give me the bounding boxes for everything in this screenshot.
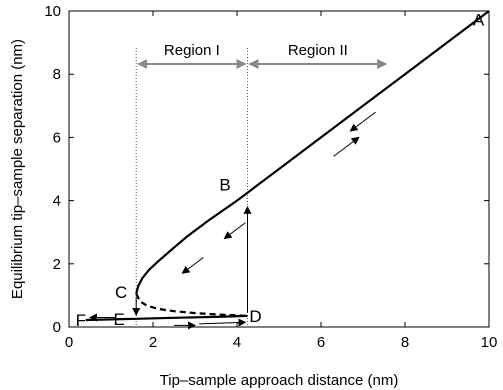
direction-arrow: [349, 111, 376, 132]
direction-arrow: [333, 136, 360, 157]
plot-frame: [68, 10, 490, 328]
y-axis-label: Equilibrium tip–sample separation (nm): [9, 39, 26, 299]
series-line-dashed: [135, 293, 248, 317]
y-tick-label: 6: [53, 129, 61, 146]
direction-arrow: [181, 257, 204, 274]
region-label: Region I: [164, 42, 220, 59]
y-tick-label: 0: [53, 319, 61, 336]
x-axis-ticks: 0 2 4 6 8 10: [65, 11, 498, 351]
region-label: Region II: [288, 42, 348, 59]
y-tick-label: 2: [53, 256, 61, 273]
point-label-F: F: [76, 311, 86, 330]
y-tick-label: 10: [44, 3, 61, 20]
x-tick-label: 10: [481, 334, 498, 351]
series-line-solid: [85, 314, 248, 322]
direction-arrows: [89, 111, 376, 330]
x-tick-label: 8: [401, 334, 409, 351]
direction-arrow: [223, 222, 246, 240]
point-label-A: A: [473, 10, 485, 29]
point-label-E: E: [114, 310, 125, 329]
series-line-solid: [135, 10, 490, 295]
x-tick-label: 4: [233, 334, 241, 351]
point-label-B: B: [219, 176, 230, 195]
point-label-C: C: [115, 283, 127, 302]
x-tick-label: 0: [65, 334, 73, 351]
direction-arrow: [199, 318, 247, 327]
x-axis-label: Tip–sample approach distance (nm): [160, 372, 399, 389]
x-tick-label: 2: [149, 334, 157, 351]
point-label-D: D: [249, 307, 261, 326]
region-annotations: Region I Region II: [135, 42, 388, 327]
x-tick-label: 6: [317, 334, 325, 351]
plot-border: [68, 10, 490, 328]
y-axis-ticks: 0 2 4 6 8 10: [44, 3, 489, 336]
series-group: [85, 10, 490, 322]
y-tick-label: 8: [53, 66, 61, 83]
y-tick-label: 4: [53, 193, 61, 210]
point-labels: A B C D E F: [76, 10, 485, 330]
